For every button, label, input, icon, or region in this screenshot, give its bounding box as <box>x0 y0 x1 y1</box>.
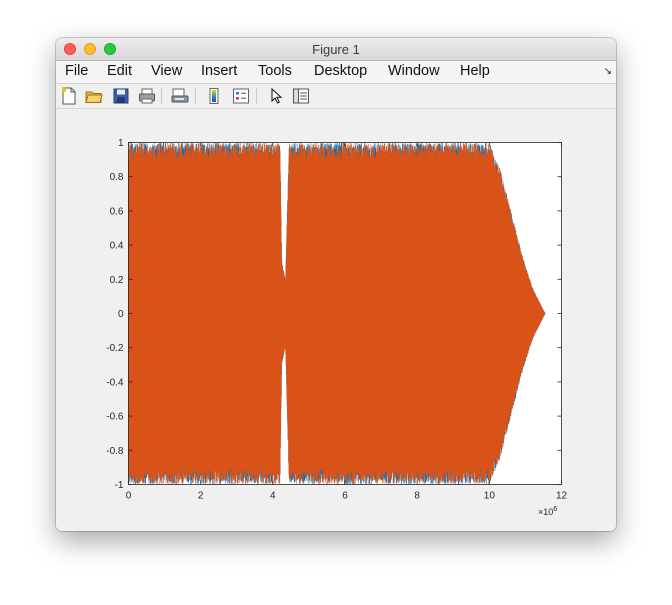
figure-window: Figure 1 File Edit View Insert Tools Des… <box>56 38 616 531</box>
menu-window[interactable]: Window <box>388 63 440 79</box>
menu-view[interactable]: View <box>151 63 183 79</box>
x-tick-label: 12 <box>556 491 568 502</box>
signal-chart[interactable]: 0 2 4 6 8 10 12 1 0.8 0.6 0.4 0.2 0 -0.2 -0.4 -0.6 -0.8 -… <box>56 109 616 531</box>
x-tick-label: 4 <box>270 491 276 502</box>
menu-tools[interactable]: Tools <box>258 63 292 79</box>
figure-toolbar <box>56 84 616 109</box>
save-icon[interactable] <box>112 87 130 105</box>
y-tick-label: 0.2 <box>110 275 124 286</box>
zoom-window-button[interactable] <box>104 43 116 55</box>
print-icon[interactable] <box>138 87 156 105</box>
toolbar-separator <box>161 88 162 104</box>
y-tick-label: -0.6 <box>106 412 124 423</box>
y-tick-label: -1 <box>115 480 124 491</box>
x-tick-label: 10 <box>484 491 496 502</box>
menu-insert[interactable]: Insert <box>201 63 238 79</box>
y-tick-label: -0.8 <box>106 446 124 457</box>
y-tick-label: -0.4 <box>106 377 124 388</box>
title-bar[interactable]: Figure 1 <box>56 38 616 61</box>
insert-colorbar-icon[interactable] <box>205 87 223 105</box>
x-tick-label: 0 <box>126 491 132 502</box>
x-tick-label: 6 <box>342 491 348 502</box>
new-figure-icon[interactable] <box>60 87 78 105</box>
y-tick-label: -0.2 <box>106 343 124 354</box>
y-tick-label: 0.6 <box>110 206 124 217</box>
toolbar-separator <box>195 88 196 104</box>
open-file-icon[interactable] <box>85 87 103 105</box>
tick-layer: 0 2 4 6 8 10 12 1 0.8 0.6 0.4 0.2 0 -0.2 -0.4 -0.6 -0.8 -… <box>106 138 567 502</box>
window-title: Figure 1 <box>312 42 360 57</box>
menu-desktop[interactable]: Desktop <box>314 63 368 79</box>
x-axis-exponent-label: ×106 <box>538 506 557 517</box>
toolbar-separator <box>256 88 257 104</box>
y-tick-label: 1 <box>118 138 124 149</box>
insert-legend-icon[interactable] <box>232 87 250 105</box>
y-tick-label: 0 <box>118 309 124 320</box>
series-line-2 <box>128 142 546 485</box>
property-inspector-icon[interactable] <box>292 87 310 105</box>
x-tick-label: 2 <box>198 491 204 502</box>
print-preview-icon[interactable] <box>171 87 189 105</box>
y-tick-label: 0.4 <box>110 241 124 252</box>
series-layer <box>128 142 546 485</box>
plot-area: 0 2 4 6 8 10 12 1 0.8 0.6 0.4 0.2 0 -0.2 -0.4 -0.6 -0.8 -… <box>56 109 616 531</box>
menu-bar: File Edit View Insert Tools Desktop Wind… <box>56 61 616 84</box>
menu-file[interactable]: File <box>65 63 89 79</box>
menu-help[interactable]: Help <box>460 63 490 79</box>
dock-arrow-icon[interactable]: ↘ <box>603 66 612 77</box>
x-tick-label: 8 <box>414 491 420 502</box>
close-window-button[interactable] <box>64 43 76 55</box>
y-tick-label: 0.8 <box>110 172 124 183</box>
menu-edit[interactable]: Edit <box>107 63 132 79</box>
edit-plot-pointer-icon[interactable] <box>267 87 285 105</box>
minimize-window-button[interactable] <box>84 43 96 55</box>
